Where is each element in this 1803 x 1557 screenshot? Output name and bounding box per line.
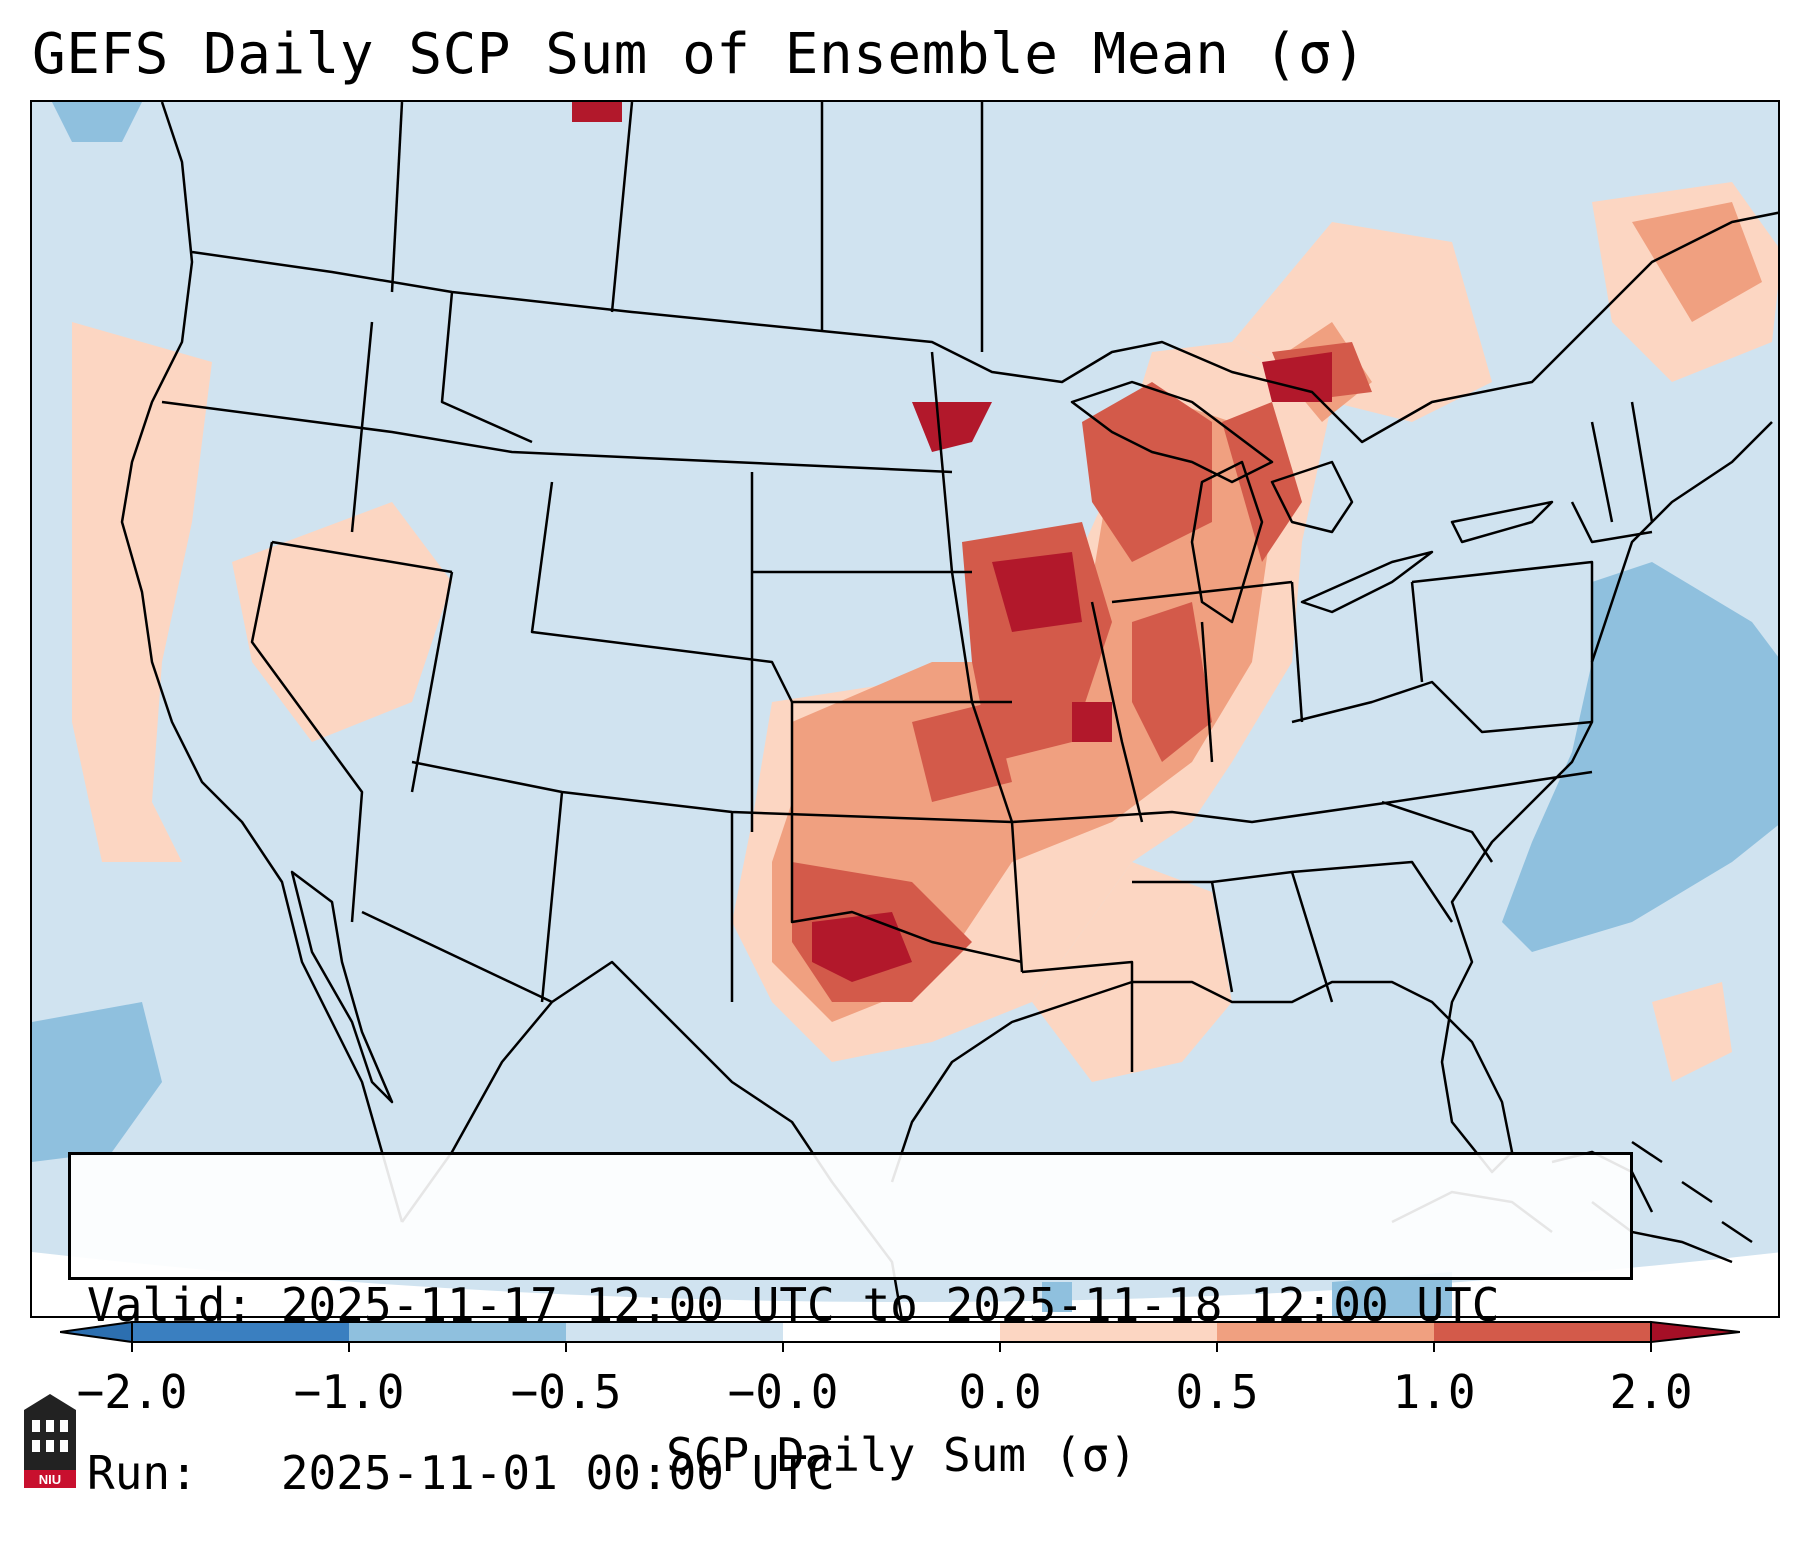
- colorbar-tick-label: 1.0: [1392, 1365, 1476, 1419]
- scp-field: [32, 102, 1778, 1316]
- niu-logo-text: NIU: [39, 1472, 61, 1487]
- colorbar-tick-label: −2.0: [76, 1365, 188, 1419]
- colorbar-segment-2: [349, 1322, 566, 1342]
- colorbar: [60, 1320, 1740, 1352]
- colorbar-tick-label: 0.0: [958, 1365, 1042, 1419]
- colorbar-label: SCP Daily Sum (σ): [666, 1428, 1137, 1482]
- colorbar-segment-4: [783, 1322, 1000, 1342]
- colorbar-tick-label: −0.0: [727, 1365, 839, 1419]
- colorbar-tick-label: 2.0: [1609, 1365, 1693, 1419]
- great-lakes: [1070, 380, 1274, 484]
- colorbar-segment-1: [132, 1322, 349, 1342]
- state-lines: [161, 400, 953, 474]
- colorbar-extend-high: [1650, 1320, 1740, 1344]
- colorbar-tick-label: 0.5: [1175, 1365, 1259, 1419]
- baja-peninsula: [290, 870, 394, 1104]
- colorbar-segment-3: [566, 1322, 783, 1342]
- colorbar-segment-7: [1434, 1322, 1651, 1342]
- map-title: GEFS Daily SCP Sum of Ensemble Mean (σ): [32, 22, 1367, 87]
- colorbar-segment-5: [1000, 1322, 1217, 1342]
- west-coastline: [120, 102, 404, 1223]
- valid-run-info-box: Valid: 2025-11-17 12:00 UTC to 2025-11-1…: [68, 1152, 1633, 1500]
- niu-logo: NIU: [24, 1394, 76, 1488]
- field-negative: [1502, 562, 1778, 952]
- colorbar-tick-label: −1.0: [293, 1365, 405, 1419]
- colorbar-segment-6: [1217, 1322, 1434, 1342]
- us-canada-border: [191, 211, 1778, 444]
- map-canvas: [32, 102, 1778, 1316]
- colorbar-tick-label: −0.5: [510, 1365, 622, 1419]
- run-time-text: Run: 2025-11-01 00:00 UTC: [87, 1446, 835, 1500]
- colorbar-extend-low: [60, 1320, 133, 1344]
- map-panel: [30, 100, 1780, 1318]
